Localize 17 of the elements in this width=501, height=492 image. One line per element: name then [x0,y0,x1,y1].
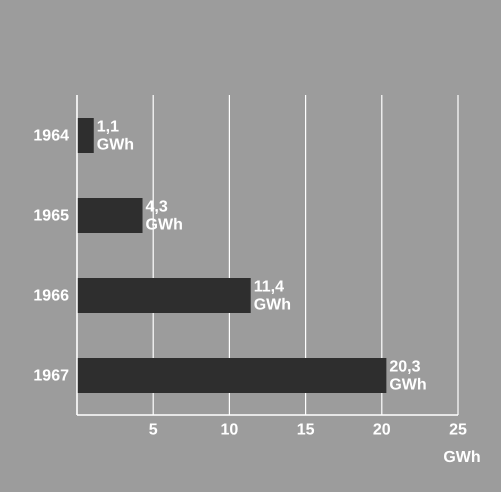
y-tick-label: 1967 [33,368,70,385]
bar [77,278,251,313]
bar [77,118,94,153]
y-tick-label: 1966 [33,288,70,305]
data-label: 20,3 GWh [389,358,427,394]
data-label: 11,4 GWh [254,278,292,314]
y-tick-label: 1965 [33,208,70,225]
data-label: 1,1 GWh [96,118,134,154]
x-tick-label: 20 [372,421,391,438]
x-tick-label: 5 [148,421,158,438]
y-tick-label: 1964 [33,128,70,145]
bar [77,198,143,233]
bar [77,358,386,393]
x-tick-label: 10 [220,421,238,438]
x-tick-label: 25 [449,421,467,438]
x-axis-title: GWh [443,449,481,466]
x-tick-label: 15 [296,421,315,438]
